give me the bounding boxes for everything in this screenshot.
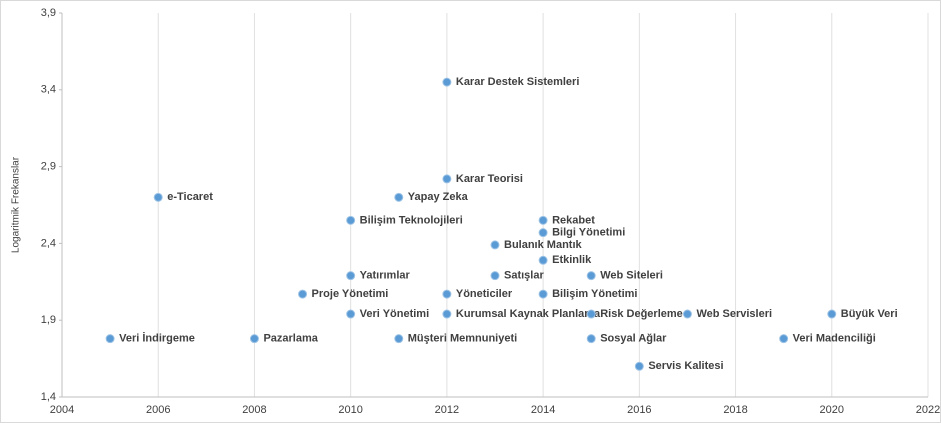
x-tick-label: 2010 [338, 404, 362, 416]
point-label: Yatırımlar [360, 270, 411, 282]
y-tick-label: 1,4 [41, 391, 56, 403]
point-label: Bilgi Yönetimi [552, 227, 625, 239]
point [538, 228, 548, 238]
point [490, 271, 500, 281]
point-label: Web Servisleri [696, 308, 772, 320]
point [586, 271, 596, 281]
point-label: Satışlar [504, 270, 544, 282]
y-tick-label: 2,4 [41, 237, 56, 249]
point [105, 334, 115, 344]
point-label: Rekabet [552, 214, 595, 226]
point [682, 309, 692, 319]
point [538, 255, 548, 265]
point [346, 309, 356, 319]
point-label: Risk Değerleme [600, 308, 683, 320]
x-tick-label: 2008 [242, 404, 266, 416]
point [490, 240, 500, 250]
point [442, 77, 452, 87]
point-label: Servis Kalitesi [648, 360, 723, 372]
point-label: Web Siteleri [600, 270, 663, 282]
x-tick-label: 2006 [146, 404, 170, 416]
point [442, 309, 452, 319]
point-label: Bilişim Teknolojileri [360, 214, 463, 226]
point-label: Veri Yönetimi [360, 308, 430, 320]
point-label: Pazarlama [263, 333, 318, 345]
point-label: Müşteri Memnuniyeti [408, 333, 517, 345]
point-label: Veri İndirgeme [119, 332, 195, 345]
point [298, 289, 308, 299]
y-tick-label: 2,9 [41, 161, 56, 173]
point [634, 361, 644, 371]
point [586, 309, 596, 319]
point-label: Büyük Veri [841, 308, 898, 320]
point-label: Kurumsal Kaynak Planlama [456, 308, 601, 320]
point [394, 192, 404, 202]
point [586, 334, 596, 344]
point [827, 309, 837, 319]
x-tick-label: 2014 [531, 404, 555, 416]
x-tick-label: 2012 [435, 404, 459, 416]
x-tick-label: 2020 [820, 404, 844, 416]
x-tick-label: 2022 [916, 404, 940, 416]
x-tick-label: 2018 [723, 404, 747, 416]
point-label: Sosyal Ağlar [600, 333, 667, 345]
point-label: Etkinlik [552, 254, 592, 266]
point-label: Bilişim Yönetimi [552, 288, 637, 300]
point [346, 271, 356, 281]
point-label: Yöneticiler [456, 288, 513, 300]
point [538, 215, 548, 225]
point [249, 334, 259, 344]
point [779, 334, 789, 344]
point [538, 289, 548, 299]
point-label: Karar Destek Sistemleri [456, 76, 580, 88]
point [346, 215, 356, 225]
point-label: Veri Madenciliği [793, 333, 876, 345]
point-label: Yapay Zeka [408, 191, 469, 203]
point [153, 192, 163, 202]
point-label: e-Ticaret [167, 191, 213, 203]
y-axis-label: Logaritmik Frekanslar [11, 156, 22, 253]
point [442, 174, 452, 184]
point [394, 334, 404, 344]
point-label: Bulanık Mantık [504, 239, 583, 251]
y-tick-label: 1,9 [41, 314, 56, 326]
point [442, 289, 452, 299]
x-tick-label: 2016 [627, 404, 651, 416]
x-tick-label: 2004 [50, 404, 74, 416]
point-label: Karar Teorisi [456, 173, 523, 185]
point-label: Proje Yönetimi [312, 288, 389, 300]
y-tick-label: 3,4 [41, 84, 56, 96]
y-tick-label: 3,9 [41, 7, 56, 19]
